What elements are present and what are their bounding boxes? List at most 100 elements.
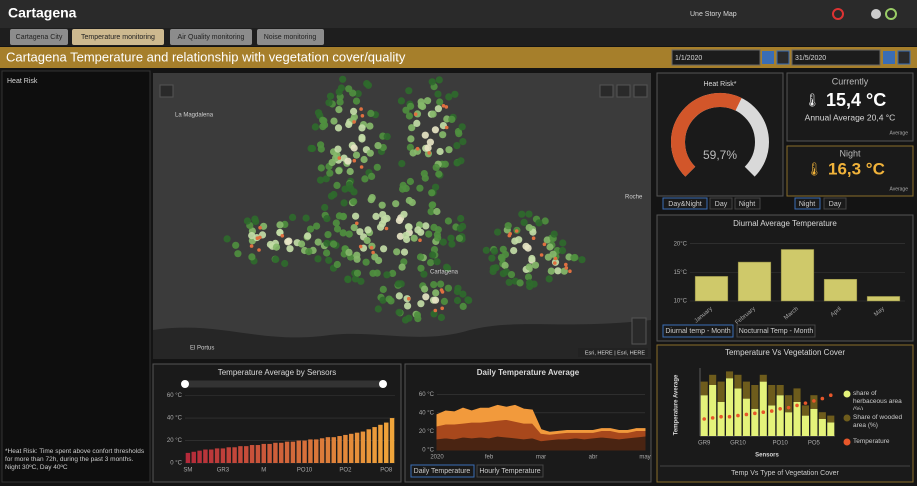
tab-label[interactable]: Day&Night [668, 201, 702, 208]
tab-label[interactable]: Noise monitoring [264, 34, 317, 41]
map-hexagon [578, 256, 586, 264]
map-hexagon [373, 163, 381, 171]
tab-label[interactable]: Night [799, 201, 815, 208]
gauge-title: Heat Risk* [703, 81, 736, 88]
tab-button[interactable] [662, 324, 734, 338]
map-hexagon [494, 228, 502, 236]
tab-active[interactable] [72, 29, 164, 45]
map-hexagon [458, 123, 466, 131]
map-tool[interactable] [599, 84, 614, 98]
map-hexagon [439, 131, 447, 139]
bar [279, 442, 284, 463]
tab[interactable] [10, 29, 68, 45]
tab-button[interactable] [823, 197, 847, 210]
slider-handle[interactable] [379, 380, 387, 388]
map-tool[interactable] [616, 84, 631, 98]
date-input[interactable] [791, 49, 881, 66]
x-tick-label: PO10 [297, 468, 313, 474]
tab-label[interactable]: Air Quality monitoring [178, 34, 245, 41]
chart-title: Daily Temperature Average [477, 368, 580, 377]
tab-label[interactable]: Cartagena City [16, 34, 63, 41]
tab-button[interactable] [476, 464, 544, 478]
map-hexagon [413, 311, 422, 319]
clock-button[interactable] [897, 50, 911, 65]
x-tick-label: mar [536, 455, 546, 461]
map-tool[interactable] [633, 84, 648, 98]
map-hexagon [334, 124, 343, 132]
bar [734, 388, 742, 436]
tab-label[interactable]: Nocturnal Temp - Month [739, 328, 814, 335]
map-hexagon [434, 226, 442, 234]
tab-label[interactable]: Temperature monitoring [81, 34, 155, 41]
map-hexagon [459, 138, 467, 146]
map-hexagon [409, 149, 417, 157]
map-hexagon [455, 234, 464, 242]
calendar-button[interactable] [762, 51, 774, 64]
map-hexagon [499, 245, 507, 253]
date-end[interactable]: 31/5/2020 [795, 55, 826, 62]
map-hexagon [404, 223, 413, 231]
sensor-marker [440, 306, 445, 311]
tab-label[interactable]: Day [829, 201, 842, 208]
map-hexagon [437, 313, 445, 322]
map-hexagon [459, 290, 467, 298]
map-hexagon [554, 267, 562, 275]
bar [694, 276, 729, 302]
bar [360, 431, 366, 463]
map-hexagon [306, 225, 315, 233]
bar [737, 261, 772, 302]
tab-button[interactable] [410, 464, 475, 478]
story-map-link[interactable]: Une Story Map [690, 11, 737, 18]
bar [810, 408, 818, 436]
map-tool[interactable] [159, 84, 174, 98]
tab-label[interactable]: Night [739, 201, 755, 208]
x-tick-label: 2020 [430, 455, 444, 461]
tab-label[interactable]: Daily Temperature [414, 468, 471, 475]
bar [349, 433, 354, 463]
tab-button[interactable] [709, 197, 733, 210]
bar [191, 451, 196, 463]
tab-button[interactable] [734, 197, 761, 210]
map[interactable]: La Magdalena Cartagena El Portus Roche Esri,… [153, 73, 651, 359]
tab[interactable] [257, 29, 324, 45]
clock-button[interactable] [776, 50, 790, 65]
map-hexagon [304, 232, 312, 240]
legend-box: share of herbaceous area (%) [853, 390, 902, 410]
sensor-marker [418, 238, 422, 242]
map-hexagon [374, 142, 382, 150]
tab-label[interactable]: Day [715, 201, 728, 208]
date-input[interactable] [671, 49, 761, 66]
tab-button[interactable] [736, 324, 816, 338]
point [786, 405, 791, 410]
slider-handle[interactable] [181, 380, 189, 388]
bar [768, 385, 776, 406]
map-hexagon [404, 302, 412, 310]
tab-label[interactable]: Diurnal temp - Month [665, 328, 730, 335]
chart-footer[interactable]: Temp Vs Type of Vegetation Cover [731, 470, 839, 477]
sensor-marker [553, 261, 557, 265]
map-hexagon [317, 164, 325, 172]
legend-box: Share of wooded area (%) [853, 414, 902, 429]
map-hexagon [550, 230, 558, 238]
calendar-button[interactable] [883, 51, 895, 64]
map-label: La Magdalena [175, 113, 214, 119]
sensor-marker [352, 120, 356, 124]
tab-button[interactable] [662, 197, 708, 210]
logo [871, 9, 881, 19]
tab[interactable] [170, 29, 252, 45]
tab-button[interactable] [794, 197, 821, 210]
x-tick-label: PO5 [808, 441, 821, 447]
point [719, 414, 723, 419]
zoom-control[interactable] [631, 317, 647, 345]
map-hexagon [525, 210, 533, 218]
tab-label[interactable]: Hourly Temperature [479, 468, 540, 475]
map-hexagon [424, 97, 432, 105]
y-tick-label: 60 °C [419, 392, 435, 398]
map-attribution: Esri, HERE | Esri, HERE [585, 350, 645, 356]
date-start[interactable]: 1/1/2020 [675, 55, 702, 62]
map-hexagon [444, 284, 452, 292]
map-hexagon [488, 254, 496, 262]
bar [751, 408, 759, 436]
map-hexagon [360, 155, 368, 164]
map-hexagon [397, 97, 405, 105]
